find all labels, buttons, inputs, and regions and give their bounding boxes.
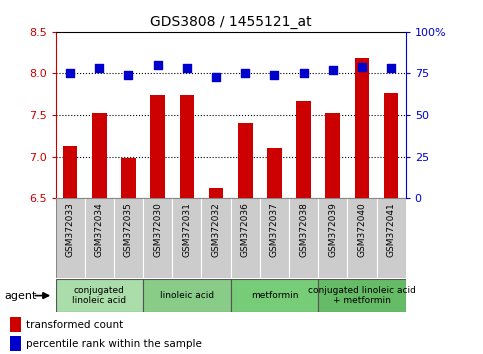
Text: agent: agent [5,291,37,301]
Point [154,62,161,68]
Text: linoleic acid: linoleic acid [160,291,214,300]
Text: GSM372041: GSM372041 [386,202,396,257]
Text: GSM372039: GSM372039 [328,202,337,257]
Bar [56,198,85,278]
Bar [10,337,21,351]
Bar [289,198,318,278]
Point [212,74,220,80]
Bar [114,198,143,278]
Bar [56,279,143,312]
Text: conjugated
linoleic acid: conjugated linoleic acid [72,286,127,305]
Text: GSM372030: GSM372030 [153,202,162,257]
Bar [180,95,194,198]
Text: GSM372032: GSM372032 [212,202,221,257]
Text: GSM372031: GSM372031 [183,202,191,257]
Bar [143,198,172,278]
Bar [260,198,289,278]
Bar [10,317,21,332]
Point [387,65,395,71]
Bar [150,95,165,198]
Text: percentile rank within the sample: percentile rank within the sample [26,339,202,349]
Bar [318,198,347,278]
Text: GSM372038: GSM372038 [299,202,308,257]
Bar [267,148,282,198]
Text: metformin: metformin [251,291,298,300]
Text: GSM372035: GSM372035 [124,202,133,257]
Point [358,64,366,70]
Bar [377,198,406,278]
Bar [355,58,369,198]
Bar [231,279,318,312]
Text: GSM372036: GSM372036 [241,202,250,257]
Point [300,71,308,76]
Bar [85,198,114,278]
Bar [209,188,223,198]
Text: transformed count: transformed count [26,320,123,330]
Bar [121,158,136,198]
Point [66,71,74,76]
Point [270,72,278,78]
Bar [326,113,340,198]
Bar [384,93,398,198]
Point [329,67,337,73]
Bar [172,198,201,278]
Text: GSM372033: GSM372033 [66,202,75,257]
Point [242,71,249,76]
Bar [231,198,260,278]
Bar [63,146,77,198]
Bar [201,198,231,278]
Bar [296,101,311,198]
Text: GSM372037: GSM372037 [270,202,279,257]
Text: conjugated linoleic acid
+ metformin: conjugated linoleic acid + metformin [308,286,416,305]
Point [125,72,132,78]
Bar [347,198,377,278]
Title: GDS3808 / 1455121_at: GDS3808 / 1455121_at [150,16,312,29]
Bar [143,279,231,312]
Bar [318,279,406,312]
Text: GSM372040: GSM372040 [357,202,367,257]
Text: GSM372034: GSM372034 [95,202,104,257]
Point [183,65,191,71]
Bar [92,113,107,198]
Point [96,65,103,71]
Bar [238,123,253,198]
